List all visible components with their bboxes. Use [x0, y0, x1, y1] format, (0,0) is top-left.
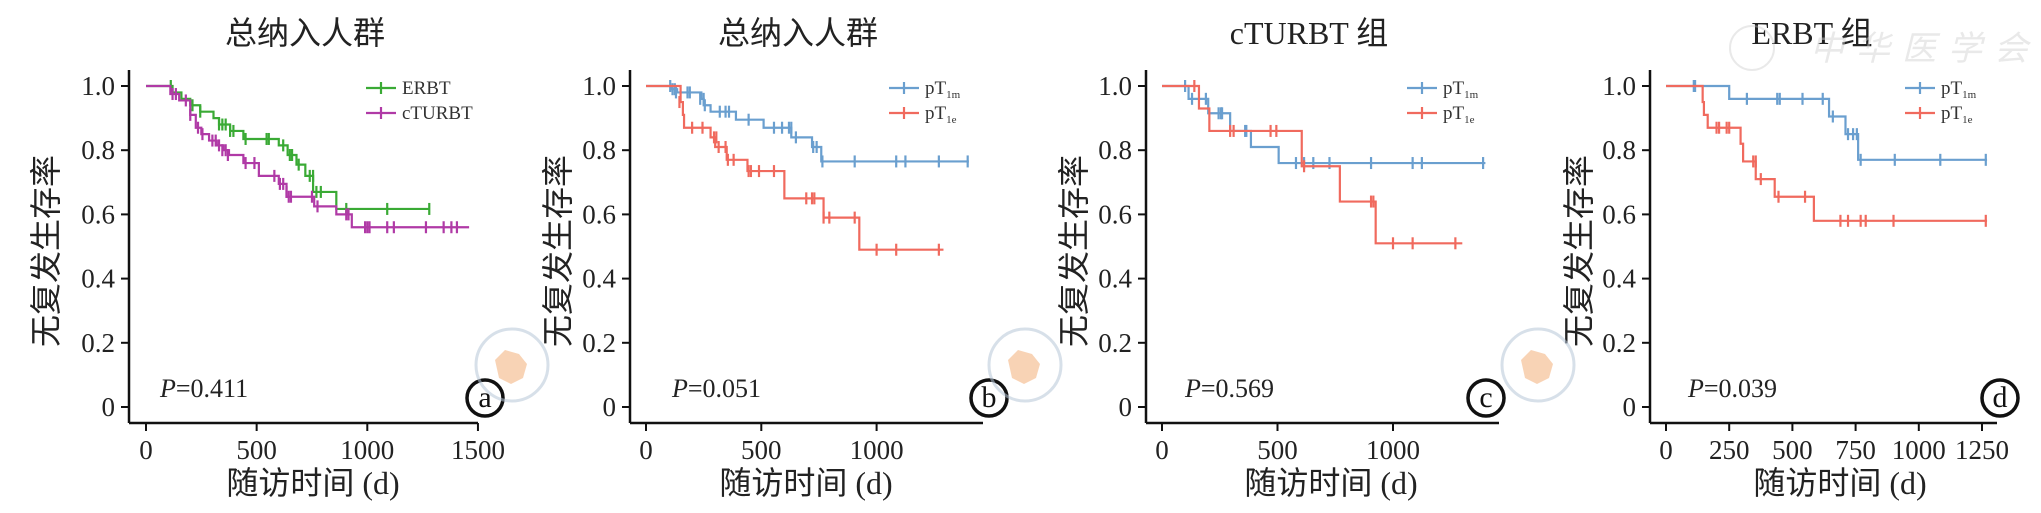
x-axis-label: 随访时间 (d) [226, 465, 400, 501]
panel-letter: c [1479, 381, 1492, 414]
y-tick-label: 0.2 [1098, 328, 1132, 358]
y-tick-label: 0.6 [582, 199, 616, 229]
x-axis-label: 随访时间 (d) [719, 465, 893, 501]
y-tick-label: 0.6 [1602, 199, 1636, 229]
x-tick-label: 250 [1709, 435, 1750, 465]
y-tick-label: 1.0 [81, 71, 115, 101]
y-tick-label: 1.0 [582, 71, 616, 101]
x-tick-label: 1250 [1955, 435, 2009, 465]
x-tick-label: 0 [1659, 435, 1673, 465]
x-tick-label: 1000 [1366, 435, 1420, 465]
y-tick-label: 0 [102, 392, 116, 422]
y-tick-label: 0.2 [81, 328, 115, 358]
y-tick-label: 0 [1119, 392, 1133, 422]
x-axis-label: 随访时间 (d) [1753, 465, 1927, 501]
legend-label: pT1m [925, 78, 961, 101]
x-tick-label: 0 [1155, 435, 1169, 465]
panel-title: 总纳入人群 [224, 15, 386, 51]
x-tick-label: 1000 [1892, 435, 1946, 465]
x-tick-label: 0 [639, 435, 653, 465]
y-tick-label: 0.2 [582, 328, 616, 358]
x-tick-label: 1500 [451, 435, 505, 465]
km-plot: 0 0.2 0.4 0.6 0.8 1.0 0 500 1000 1500 ERBT cTURBT P=… [81, 70, 505, 465]
y-tick-label: 0.4 [1098, 264, 1132, 294]
survival-curve-pt1m [1666, 84, 1988, 161]
p-value: P=0.411 [159, 374, 248, 403]
x-tick-label: 500 [1772, 435, 1813, 465]
x-axis-label: 随访时间 (d) [1244, 465, 1418, 501]
legend-label: pT1e [1443, 103, 1475, 126]
panel-letter: d [1993, 381, 2008, 414]
y-tick-label: 0.6 [1098, 199, 1132, 229]
x-tick-label: 500 [741, 435, 782, 465]
y-tick-label: 0 [1623, 392, 1637, 422]
p-value: P=0.569 [1184, 374, 1274, 403]
survival-curve-pt1e [646, 84, 944, 251]
legend-label: pT1e [1941, 103, 1973, 126]
p-value: P=0.051 [671, 374, 761, 403]
survival-curve-erbt [146, 84, 430, 211]
y-tick-label: 0.2 [1602, 328, 1636, 358]
panel-c: cTURBT 组 无复发生存率 随访时间 (d) 0 0.2 0.4 0.6 0.8 1.… [1056, 15, 1506, 501]
y-tick-label: 1.0 [1098, 71, 1132, 101]
y-tick-label: 0.8 [1602, 135, 1636, 165]
panel-title: ERBT 组 [1751, 15, 1873, 51]
survival-curve-pt1m [646, 84, 969, 163]
survival-curve-pt1m [1162, 84, 1486, 165]
y-tick-label: 1.0 [1602, 71, 1636, 101]
y-tick-label: 0.8 [81, 135, 115, 165]
panel-a: 总纳入人群 无复发生存率 随访时间 (d) 0 0.2 0.4 0.6 0.8 1.0 0 5… [0, 0, 510, 513]
x-tick-label: 1000 [340, 435, 394, 465]
legend-label: cTURBT [402, 103, 473, 124]
y-tick-label: 0.8 [1098, 135, 1132, 165]
survival-curve-pt1e [1162, 84, 1463, 245]
x-tick-label: 1000 [850, 435, 904, 465]
legend-label: ERBT [402, 78, 451, 99]
y-tick-label: 0.6 [81, 199, 115, 229]
x-tick-label: 500 [236, 435, 277, 465]
legend-label: pT1e [925, 103, 957, 126]
p-value: P=0.039 [1687, 374, 1777, 403]
y-tick-label: 0.8 [582, 135, 616, 165]
x-tick-label: 750 [1835, 435, 1876, 465]
legend-label: pT1m [1443, 78, 1479, 101]
x-tick-label: 0 [139, 435, 153, 465]
legend-label: pT1m [1941, 78, 1977, 101]
y-tick-label: 0.4 [1602, 264, 1636, 294]
y-tick-label: 0.4 [81, 264, 115, 294]
survival-curve-pt1e [1666, 84, 1988, 222]
panel-letter-circle [1980, 378, 2020, 418]
x-tick-label: 500 [1257, 435, 1298, 465]
panel-title: cTURBT 组 [1229, 15, 1389, 51]
y-tick-label: 0 [603, 392, 617, 422]
panel-title: 总纳入人群 [717, 15, 879, 51]
y-tick-label: 0.4 [582, 264, 616, 294]
